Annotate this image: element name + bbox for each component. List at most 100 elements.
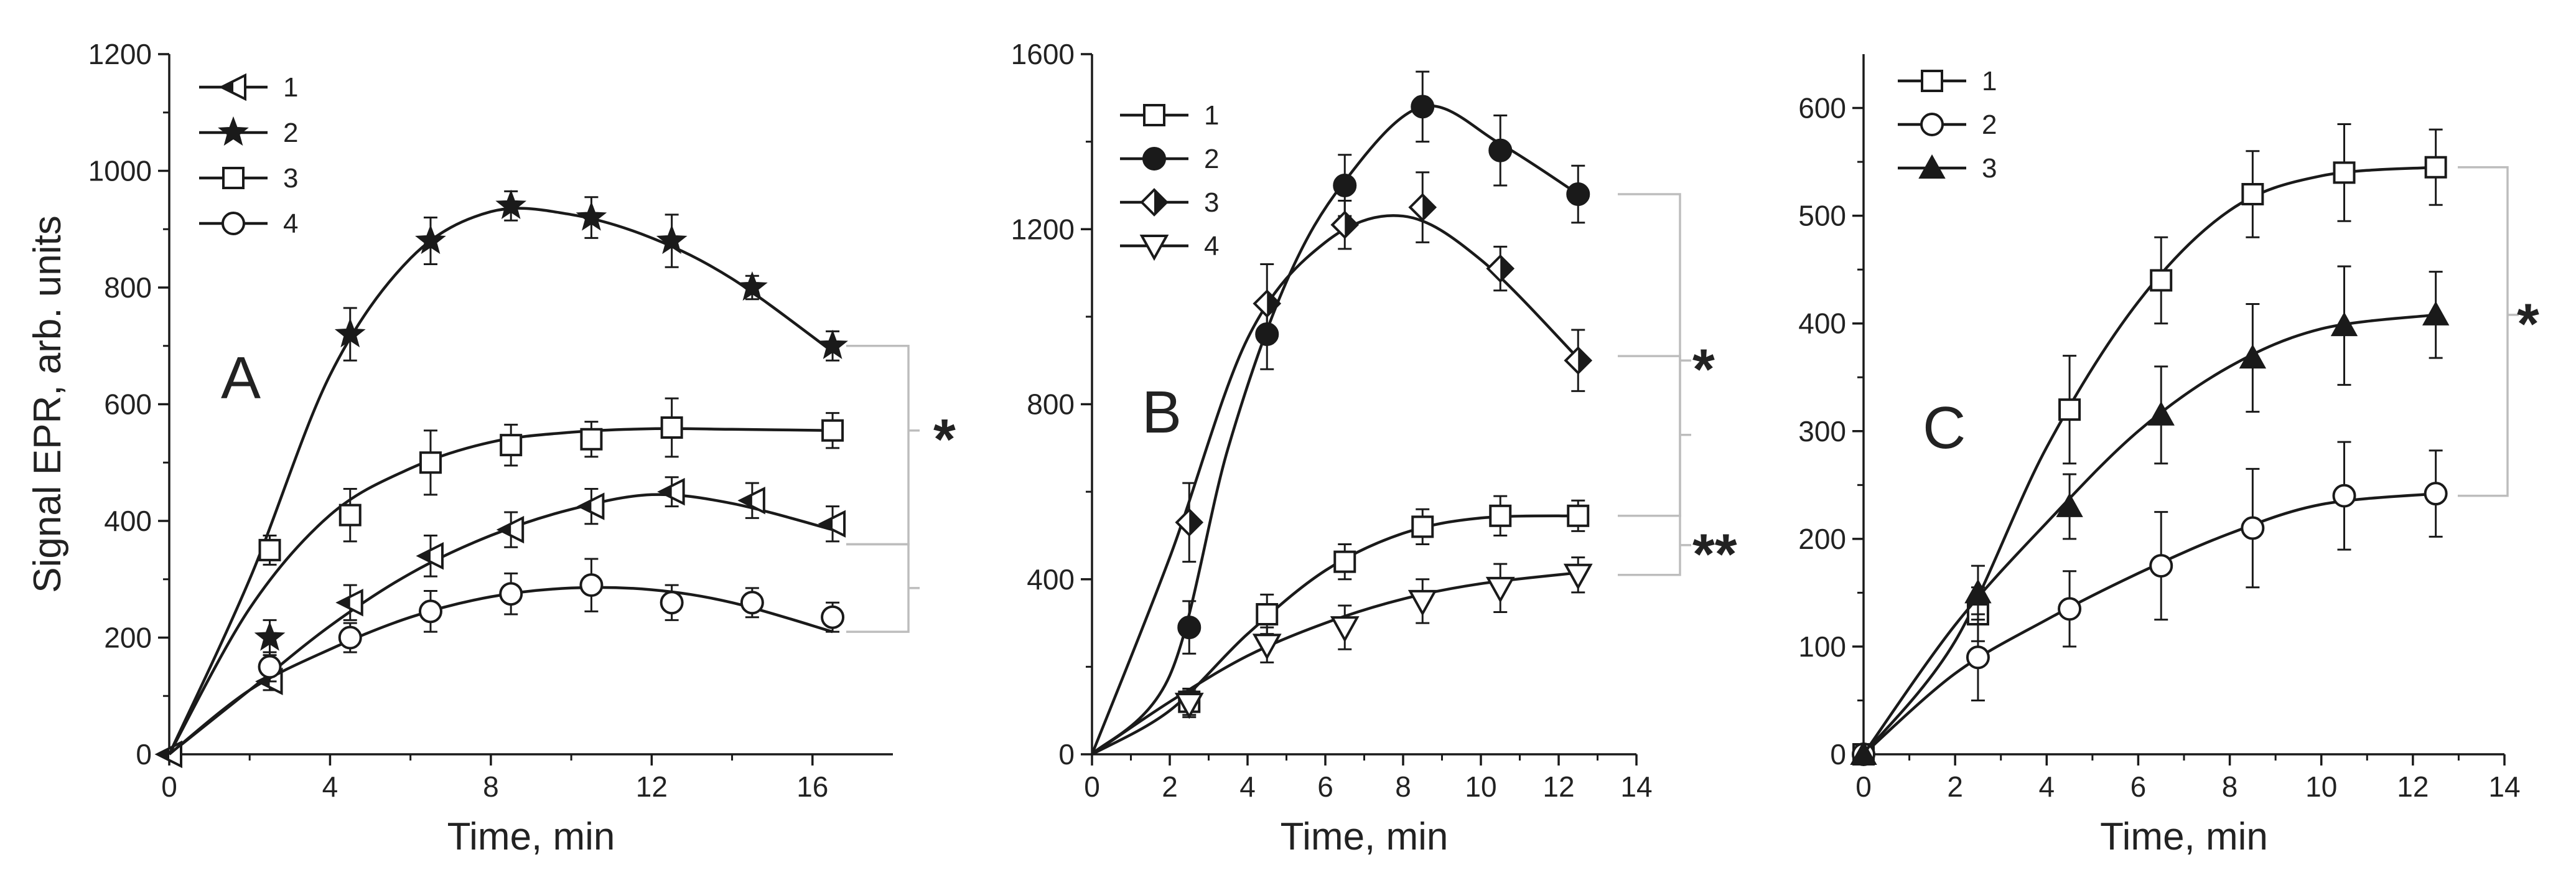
legend-entry: 4 [1120, 231, 1219, 261]
y-tick-label: 400 [1798, 307, 1846, 340]
data-point [2149, 554, 2173, 578]
bracket-line [1618, 515, 1681, 576]
series-line [1091, 571, 1579, 756]
data-point-shape [258, 655, 282, 679]
data-point-fill [740, 489, 764, 513]
series-line [1091, 514, 1579, 756]
data-point-fill [1500, 256, 1513, 281]
data-point [737, 486, 765, 515]
data-point-shape [1256, 603, 1279, 625]
data-point [576, 201, 607, 231]
data-point-shape [2058, 398, 2081, 421]
data-point [2332, 484, 2356, 508]
series-3 [1850, 265, 2450, 765]
x-tick-label: 8 [2222, 770, 2238, 803]
x-tick-label: 12 [1542, 770, 1574, 803]
data-point-shape [580, 428, 603, 451]
data-point-fill [1422, 195, 1435, 220]
data-point-shape [660, 416, 683, 439]
legend-marker-shape [1142, 147, 1166, 171]
x-axis-title: Time, min [2100, 815, 2268, 858]
data-point-fill [499, 518, 523, 542]
series-1 [1852, 123, 2447, 766]
legend-label: 4 [1204, 231, 1219, 261]
data-point-shape [2422, 301, 2450, 325]
x-tick-label: 16 [796, 770, 828, 803]
data-point [416, 542, 444, 570]
data-point [579, 573, 604, 597]
series-line [1862, 313, 2436, 756]
x-tick-label: 0 [161, 770, 177, 803]
x-tick-label: 0 [1084, 770, 1100, 803]
data-point-shape [2424, 482, 2448, 506]
data-point [2424, 156, 2447, 179]
data-point-shape [579, 573, 604, 597]
x-tick-label: 8 [1395, 770, 1411, 803]
data-point [1330, 210, 1360, 240]
data-point-fill [418, 544, 442, 568]
x-tick-label: 12 [2397, 770, 2429, 803]
x-tick-label: 2 [1947, 770, 1963, 803]
data-point [1174, 693, 1204, 719]
series-4 [168, 558, 845, 756]
data-point-shape [499, 582, 523, 606]
legend-marker [222, 167, 245, 189]
data-point-fill [1267, 291, 1280, 316]
data-point-shape [1411, 95, 1435, 119]
data-point [1563, 563, 1593, 590]
y-tick-label: 0 [136, 738, 152, 770]
data-point-shape [1567, 504, 1590, 527]
legend-entry: 2 [1120, 144, 1219, 174]
data-point-shape [817, 329, 848, 359]
legend-label: 1 [283, 72, 298, 103]
x-tick-label: 10 [2305, 770, 2337, 803]
legend-marker [1142, 147, 1166, 171]
y-tick-label: 500 [1798, 200, 1846, 232]
legend-marker-shape [218, 116, 249, 146]
legend-marker-shape [222, 212, 245, 235]
data-point-shape [1252, 634, 1282, 660]
data-point [338, 503, 362, 527]
data-point [660, 591, 684, 615]
significance-bracket: * [846, 345, 956, 546]
data-point [1486, 254, 1515, 283]
x-tick-label: 0 [1855, 770, 1872, 803]
panel-letter: A [221, 345, 261, 411]
data-point-shape [2332, 484, 2356, 508]
data-point-shape [1488, 138, 1513, 162]
data-point-shape [1411, 515, 1434, 538]
data-point-shape [338, 503, 362, 527]
x-axis-title: Time, min [447, 815, 615, 858]
significance-bracket: ** [1618, 515, 1737, 586]
data-point [1964, 579, 1992, 604]
y-tick-label: 300 [1798, 415, 1846, 447]
data-point-shape [338, 625, 362, 650]
legend-label: 3 [283, 163, 298, 194]
significance-label: * [1692, 338, 1715, 401]
legend-marker-shape [1920, 113, 1944, 136]
legend-marker [1140, 188, 1169, 217]
data-point [1333, 173, 1357, 197]
data-point-shape [821, 605, 845, 629]
data-point [1408, 193, 1437, 222]
data-point-fill [1578, 348, 1591, 373]
x-axis-title: Time, min [1281, 815, 1449, 858]
data-point [1567, 504, 1590, 527]
series-line [1090, 214, 1579, 755]
legend-marker-shape [222, 167, 245, 189]
data-point [1407, 589, 1437, 617]
data-point-shape [1850, 740, 1877, 765]
x-tick-label: 14 [2488, 770, 2520, 803]
series-2 [167, 189, 848, 755]
data-point [656, 224, 688, 255]
data-point [740, 591, 764, 615]
data-point-shape [576, 201, 607, 231]
significance-label: * [933, 408, 956, 472]
data-point [821, 605, 845, 629]
data-point-shape [2149, 554, 2173, 578]
data-point-shape [1333, 173, 1357, 197]
y-tick-label: 1600 [1011, 38, 1075, 70]
x-tick-label: 4 [1239, 770, 1256, 803]
data-point-fill [1345, 212, 1358, 238]
